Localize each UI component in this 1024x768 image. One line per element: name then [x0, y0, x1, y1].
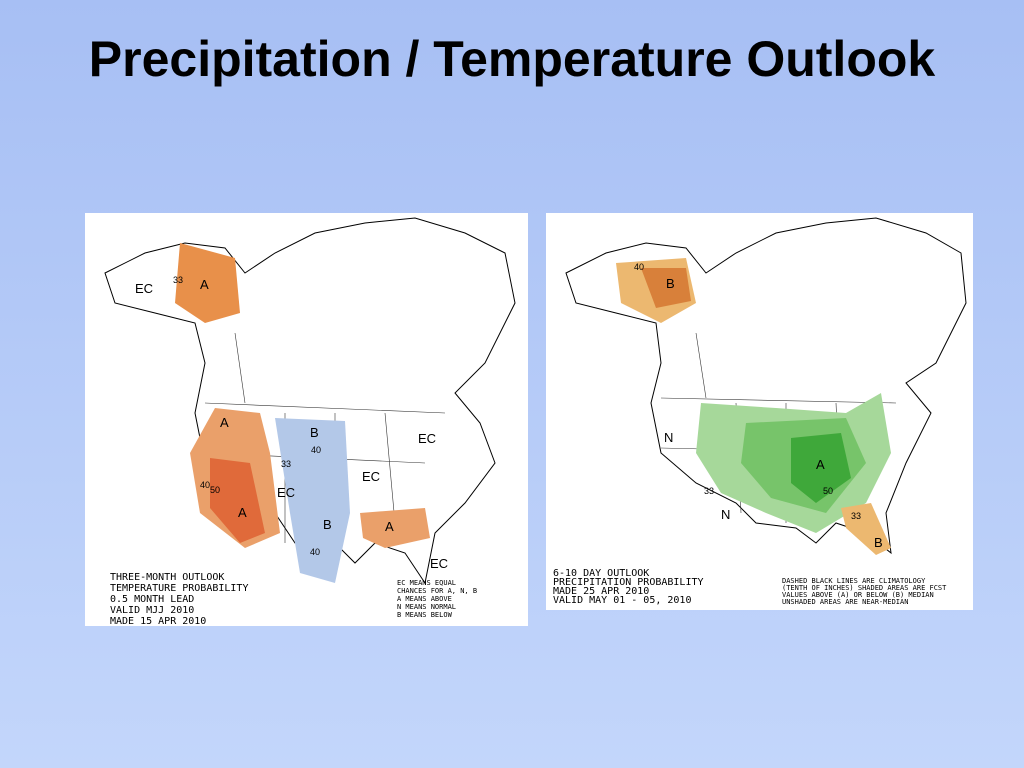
caption-line: VALID MJJ 2010	[110, 605, 194, 616]
map-label: N	[721, 507, 730, 522]
map-label: N	[664, 430, 673, 445]
map-label: B	[666, 276, 675, 291]
contour-label: 40	[200, 480, 210, 490]
key: EC MEANS EQUAL CHANCES FOR A, N, B A MEA…	[397, 579, 477, 619]
contour-label: 50	[823, 486, 833, 496]
contour-label: 33	[281, 459, 291, 469]
map-label: A	[385, 519, 394, 534]
precipitation-map: B A B N N 40 33 50 33 6-10 DAY OUTLOOK P…	[546, 213, 973, 610]
map-label: B	[323, 517, 332, 532]
key-line: CHANCES FOR A, N, B	[397, 587, 477, 595]
contour-label: 33	[851, 511, 861, 521]
caption-line: VALID MAY 01 - 05, 2010	[553, 595, 691, 606]
contour-label: 40	[310, 547, 320, 557]
coastline	[104, 217, 516, 585]
map-label: A	[220, 415, 229, 430]
caption-line: 0.5 MONTH LEAD	[110, 594, 194, 605]
key-line: N MEANS NORMAL	[397, 603, 456, 611]
caption-line: PRECIPITATION PROBABILITY	[553, 577, 704, 588]
caption: THREE-MONTH OUTLOOK TEMPERATURE PROBABIL…	[110, 572, 248, 626]
contour-label: 50	[210, 485, 220, 495]
key-line: (TENTH OF INCHES) SHADED AREAS ARE FCST	[782, 584, 947, 592]
key: DASHED BLACK LINES ARE CLIMATOLOGY (TENT…	[782, 577, 947, 606]
caption: 6-10 DAY OUTLOOK PRECIPITATION PROBABILI…	[553, 568, 704, 606]
map-label: A	[816, 457, 825, 472]
key-line: B MEANS BELOW	[397, 611, 453, 619]
key-line: DASHED BLACK LINES ARE CLIMATOLOGY	[782, 577, 926, 585]
map-label: B	[874, 535, 883, 550]
map-label: A	[200, 277, 209, 292]
contour-label: 33	[704, 486, 714, 496]
map-label: EC	[277, 485, 295, 500]
region-above	[360, 508, 430, 548]
key-line: VALUES ABOVE (A) OR BELOW (B) MEDIAN	[782, 591, 934, 599]
caption-line: MADE 15 APR 2010	[110, 616, 206, 626]
key-line: A MEANS ABOVE	[397, 595, 452, 603]
map-label: EC	[418, 431, 436, 446]
region-below	[641, 268, 691, 308]
key-line: UNSHADED AREAS ARE NEAR-MEDIAN	[782, 598, 908, 606]
contour-label: 40	[311, 445, 321, 455]
contour-label: 33	[173, 275, 183, 285]
map-label: EC	[135, 281, 153, 296]
map-label: EC	[430, 556, 448, 571]
contour-label: 40	[634, 262, 644, 272]
map-label: EC	[362, 469, 380, 484]
map-label: A	[238, 505, 247, 520]
coastline	[565, 217, 967, 555]
region-above	[175, 243, 240, 323]
region-below	[841, 503, 891, 555]
temperature-map: A A A A B B EC EC EC EC EC 33 40 50 33 4…	[85, 213, 528, 626]
caption-line: 6-10 DAY OUTLOOK	[553, 568, 649, 579]
key-line: EC MEANS EQUAL	[397, 579, 456, 587]
map-label: B	[310, 425, 319, 440]
caption-line: THREE-MONTH OUTLOOK	[110, 572, 224, 583]
caption-line: TEMPERATURE PROBABILITY	[110, 583, 248, 594]
slide-title: Precipitation / Temperature Outlook	[88, 31, 936, 87]
region-above	[210, 458, 265, 543]
caption-line: MADE 25 APR 2010	[553, 586, 649, 597]
region-below	[275, 418, 350, 583]
region-above	[791, 433, 851, 503]
